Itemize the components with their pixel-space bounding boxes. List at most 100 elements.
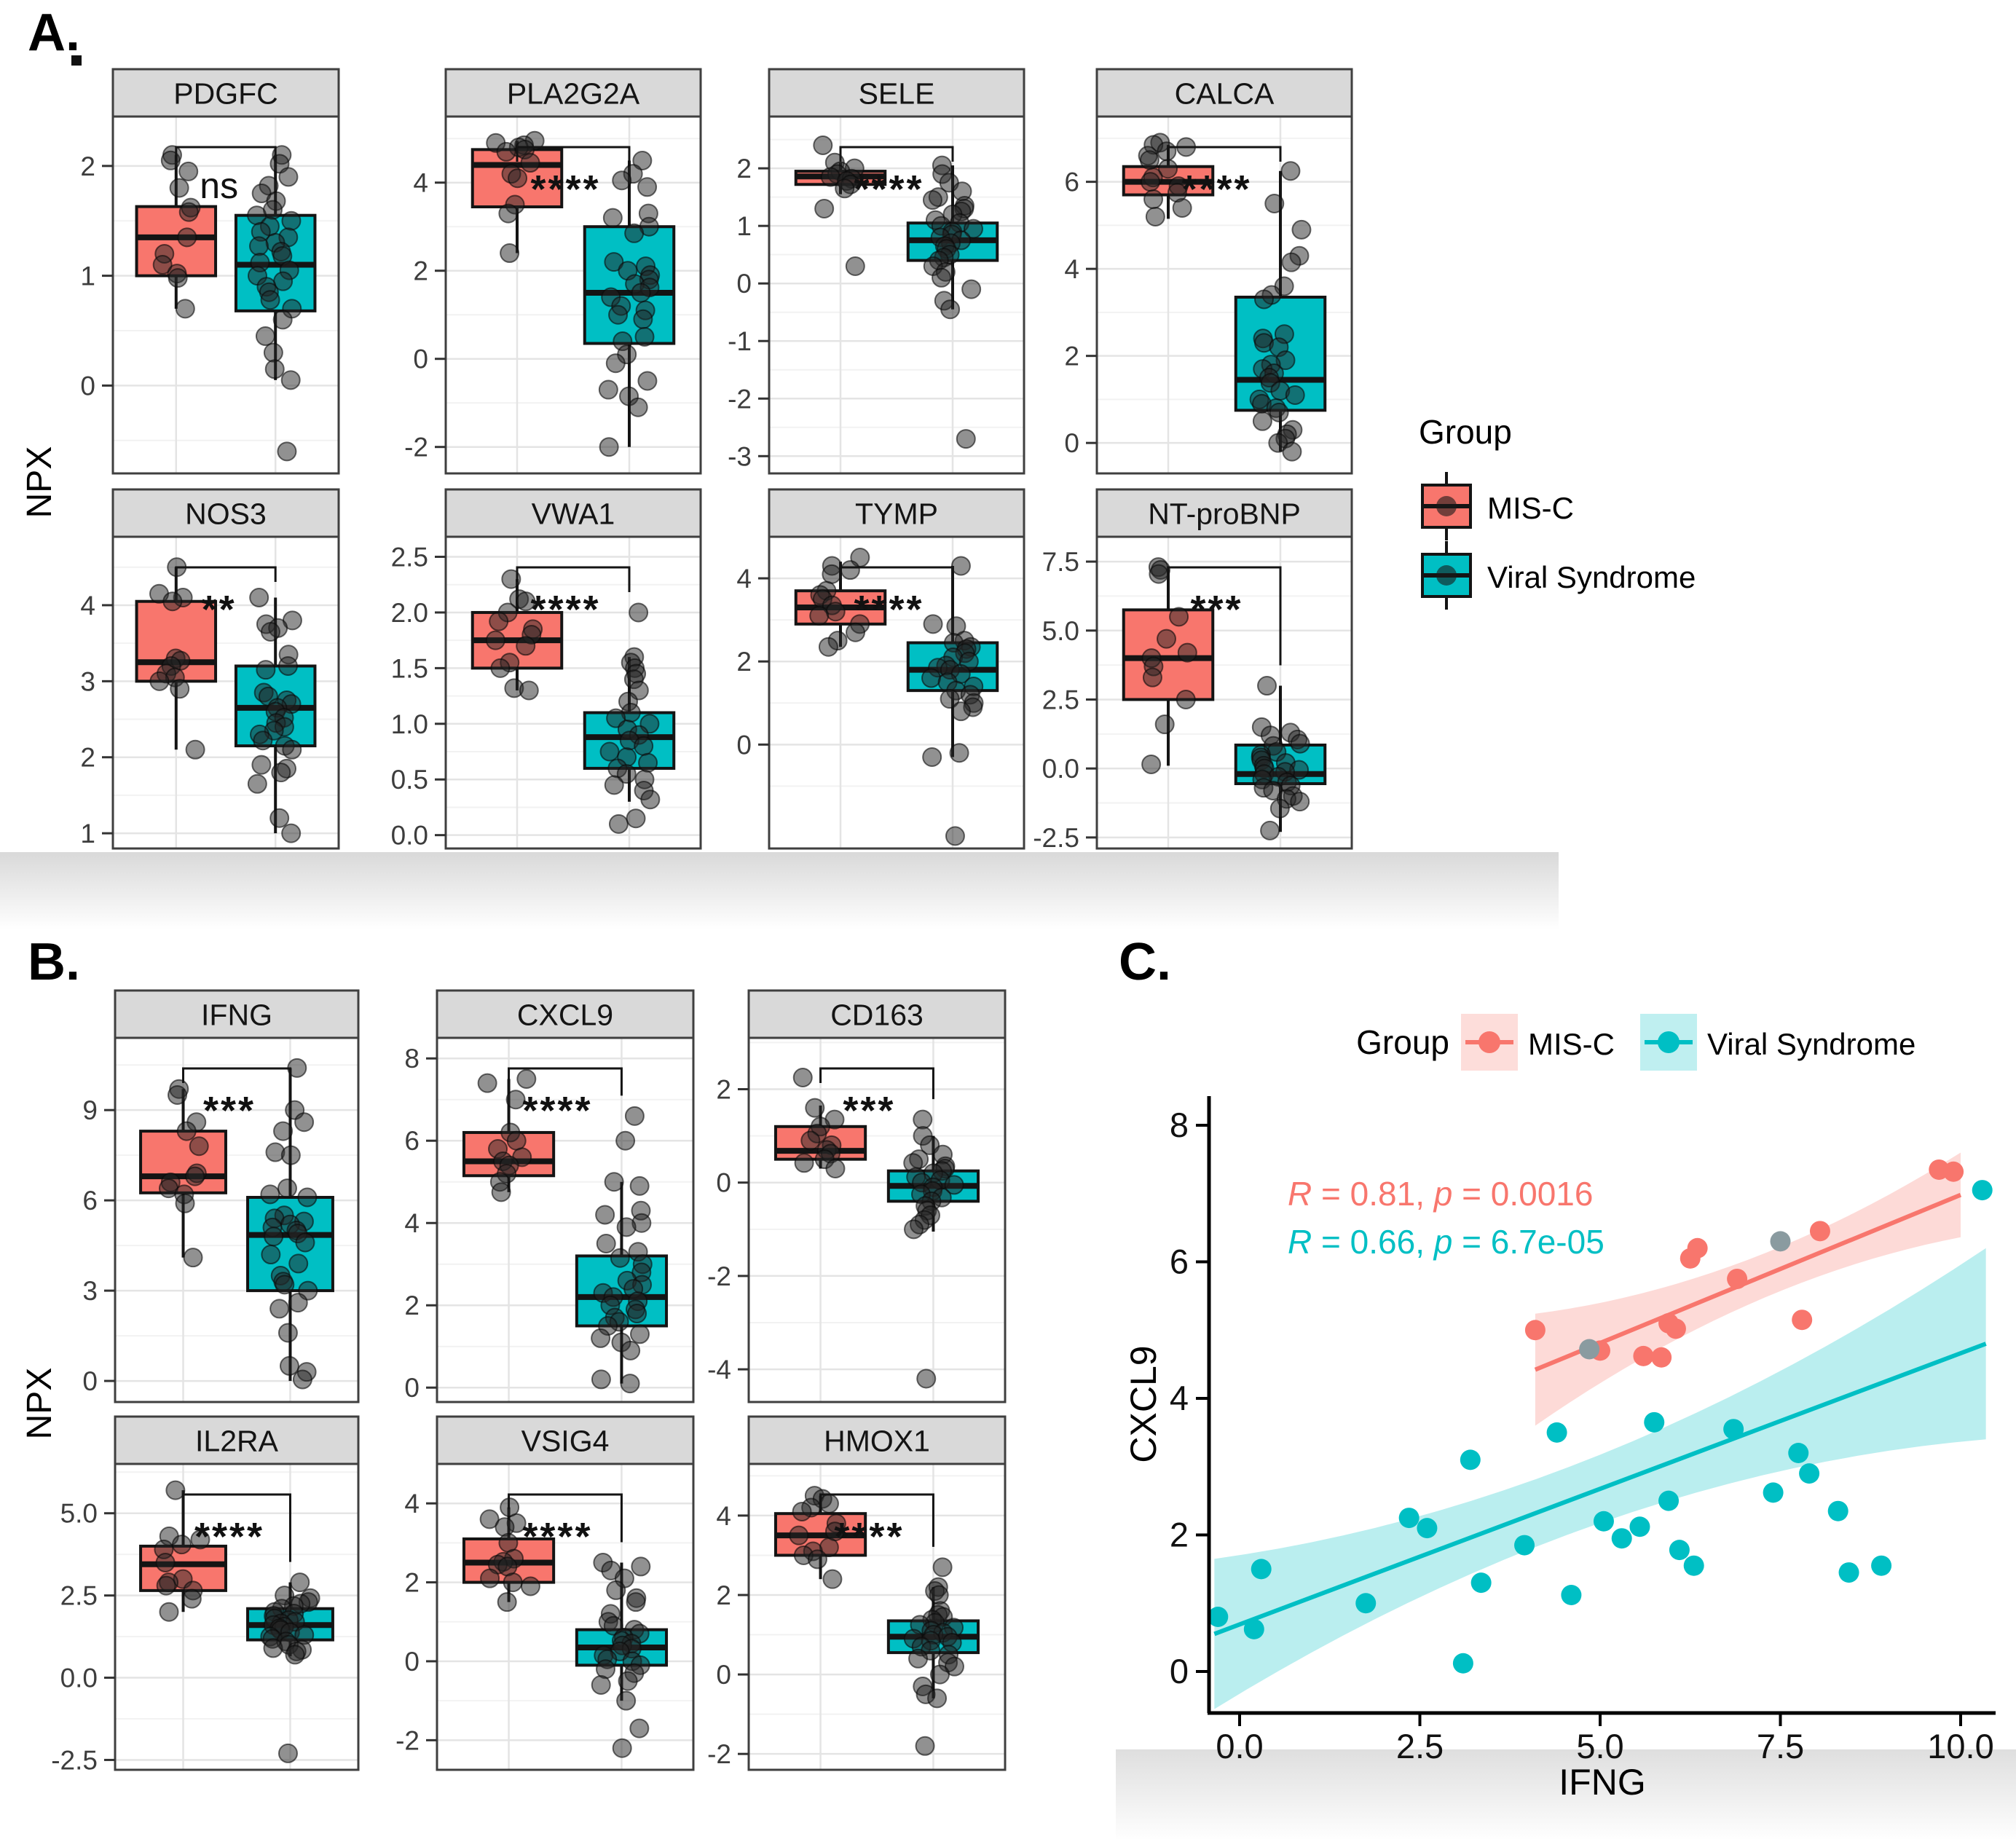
jitter-point — [162, 591, 183, 612]
jitter-point — [608, 304, 629, 325]
jitter-point — [185, 1166, 205, 1186]
jitter-point — [496, 141, 516, 162]
jitter-point — [805, 1098, 825, 1118]
axis-tick-label: 3 — [82, 1276, 98, 1306]
scatter-point-Viral Syndrome — [1871, 1555, 1892, 1576]
jitter-point — [631, 1556, 651, 1577]
scatter-point-Viral Syndrome — [1644, 1411, 1665, 1433]
scatter-point-Viral Syndrome — [1683, 1555, 1704, 1576]
jitter-point — [1172, 197, 1192, 218]
jitter-point — [819, 1494, 839, 1514]
jitter-point — [927, 1688, 948, 1709]
axis-tick-label: -2.5 — [51, 1745, 98, 1775]
jitter-point — [1290, 792, 1310, 812]
sig-label: **** — [1181, 168, 1251, 211]
jitter-point — [178, 202, 199, 222]
facet-title: CXCL9 — [517, 999, 613, 1032]
jitter-point — [500, 243, 520, 264]
jitter-point — [606, 1580, 626, 1600]
axis-tick-label: 1.5 — [391, 653, 428, 683]
jitter-point — [277, 1743, 298, 1763]
axis-tick-label: 6 — [404, 1126, 420, 1156]
jitter-point — [814, 198, 835, 218]
jitter-point — [822, 1569, 843, 1589]
sig-bracket — [819, 1067, 934, 1100]
jitter-point — [629, 602, 649, 623]
scatter-point-Viral Syndrome — [1460, 1449, 1481, 1470]
jitter-point — [169, 178, 189, 198]
jitter-point — [292, 1369, 312, 1390]
legend-a-key-misc — [1421, 472, 1472, 540]
scatter-point-MIS-C — [1687, 1237, 1708, 1259]
jitter-point — [845, 256, 865, 276]
jitter-point — [923, 614, 943, 634]
jitter-point — [825, 1158, 846, 1178]
jitter-point — [1268, 433, 1288, 453]
jitter-point — [631, 283, 651, 303]
axis-tick-label: 2.5 — [60, 1581, 98, 1611]
facet-title: IFNG — [201, 999, 272, 1032]
artifact-band-a — [0, 852, 1559, 929]
jitter-point — [260, 1184, 280, 1205]
axis-tick-label: 8 — [1170, 1106, 1189, 1144]
axis-tick-label: 4 — [413, 168, 428, 198]
jitter-point — [249, 588, 269, 608]
axis-tick-label: 2 — [736, 154, 752, 184]
jitter-point — [255, 326, 275, 347]
jitter-point — [247, 773, 267, 794]
scatter-point-Viral Syndrome — [1763, 1482, 1784, 1503]
correlation-annotation-misc: R = 0.81, p = 0.0016 — [1288, 1174, 1593, 1213]
scatter-point-Viral Syndrome — [1788, 1443, 1809, 1463]
axis-tick-label: 2 — [716, 1580, 731, 1610]
scatter-point-Viral Syndrome — [1417, 1518, 1438, 1539]
jitter-point — [489, 611, 509, 631]
jitter-point — [485, 630, 505, 650]
facet-title: VSIG4 — [521, 1425, 610, 1458]
jitter-point — [176, 1121, 197, 1141]
jitter-point — [628, 397, 648, 417]
correlation-annotation-viral: R = 0.66, p = 6.7e-05 — [1288, 1222, 1604, 1261]
annotation-r-symbol: R — [1288, 1223, 1312, 1261]
b-facet-IFNG: *** 9 6 3 0 IFNG — [82, 989, 360, 1403]
box-misc — [139, 1130, 227, 1194]
jitter-point — [604, 252, 624, 272]
scatter-point-Viral Syndrome — [1546, 1422, 1567, 1443]
jitter-point — [1281, 252, 1302, 272]
jitter-point — [155, 1552, 176, 1572]
axis-tick-label: 0 — [80, 371, 95, 401]
sig-label: **** — [530, 168, 600, 211]
facet-title: NOS3 — [185, 497, 267, 531]
axis-tick-label: 1 — [736, 211, 752, 241]
jitter-point — [610, 1248, 630, 1268]
annotation-r-symbol: R — [1288, 1175, 1312, 1213]
axis-tick-label: 10.0 — [1927, 1727, 1993, 1765]
scatter-point-overlap — [1579, 1339, 1600, 1360]
axis-tick-label: 0 — [1064, 428, 1079, 458]
scatter-point-MIS-C — [1651, 1347, 1672, 1368]
jitter-point — [605, 353, 626, 374]
scatter-point-Viral Syndrome — [1452, 1653, 1473, 1674]
axis-tick-label: 4 — [404, 1208, 420, 1238]
jitter-point — [1291, 219, 1312, 240]
artifact-dot — [71, 55, 82, 66]
legend-c-key-misc — [1461, 1014, 1518, 1071]
b-facet-CD163: *** 2 0 -2 -4 CD163 — [707, 989, 1007, 1403]
a-facet-PLA2G2A: **** 4 2 0 -2 PLA2G2A — [404, 68, 702, 475]
sig-label: **** — [522, 1515, 592, 1559]
scatter-point-MIS-C — [1665, 1318, 1686, 1339]
scatter-point-Viral Syndrome — [1251, 1559, 1272, 1580]
jitter-point — [624, 1106, 645, 1126]
jitter-point — [616, 1217, 637, 1237]
jitter-point — [490, 658, 511, 678]
jitter-point — [822, 564, 842, 584]
b-facet-HMOX1: **** 4 2 0 -2 HMOX1 — [707, 1415, 1007, 1771]
jitter-point — [620, 1374, 640, 1394]
sig-bracket — [819, 1493, 934, 1547]
legend-a-item-viral-label: Viral Syndrome — [1487, 560, 1696, 594]
jitter-point — [156, 1575, 176, 1596]
jitter-point — [602, 208, 623, 228]
axis-tick-label: 0.0 — [1216, 1727, 1263, 1765]
jitter-point — [818, 637, 838, 657]
scatter-point-Viral Syndrome — [1611, 1528, 1632, 1549]
jitter-point — [807, 1549, 827, 1570]
